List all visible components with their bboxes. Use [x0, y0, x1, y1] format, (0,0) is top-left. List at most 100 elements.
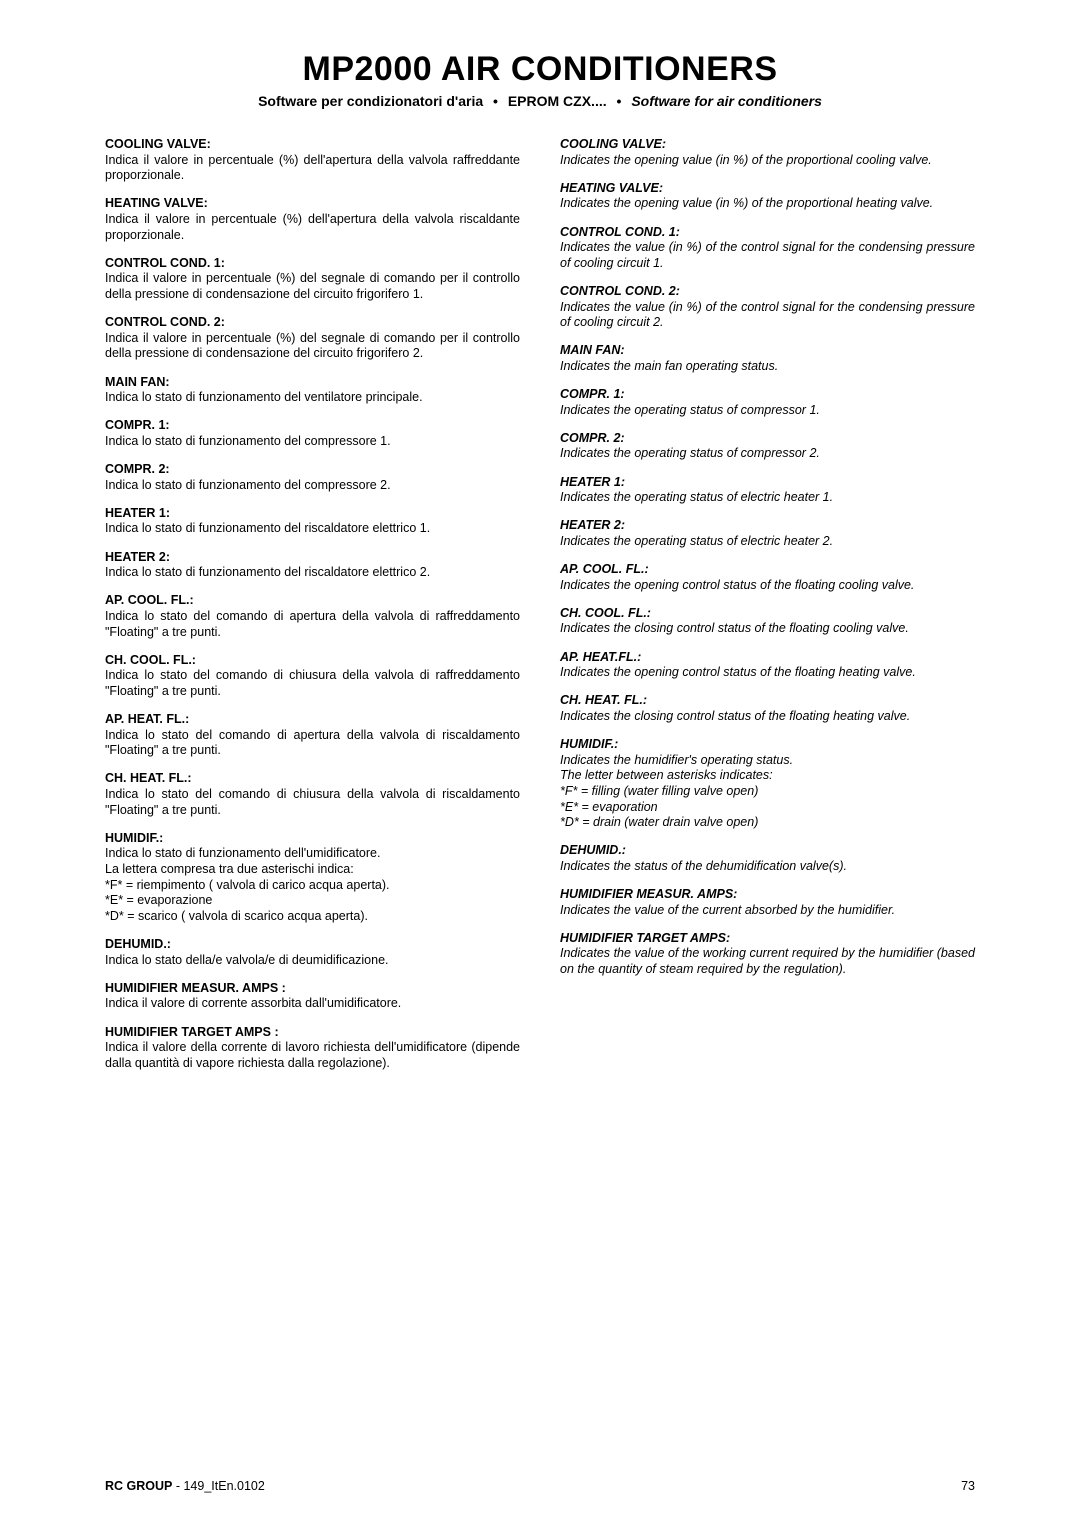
entry-body-line: Indica lo stato di funzionamento del ven…: [105, 390, 520, 406]
bullet-icon: •: [493, 93, 498, 109]
subtitle-english: Software for air conditioners: [631, 93, 822, 109]
entry: HUMIDIF.:Indica lo stato di funzionament…: [105, 831, 520, 925]
entry: CH. COOL. FL.:Indica lo stato del comand…: [105, 653, 520, 700]
entry-heading: DEHUMID.:: [560, 843, 975, 859]
entry-heading: HUMIDIF.:: [560, 737, 975, 753]
entry-heading: CH. HEAT. FL.:: [560, 693, 975, 709]
entry-body-line: Indicates the humidifier's operating sta…: [560, 753, 975, 769]
entry: COMPR. 2:Indica lo stato di funzionament…: [105, 462, 520, 493]
entry-body-line: Indicates the operating status of electr…: [560, 534, 975, 550]
entry: CONTROL COND. 1:Indicates the value (in …: [560, 225, 975, 272]
entry-body-line: Indicates the opening value (in %) of th…: [560, 196, 975, 212]
entry-heading: MAIN FAN:: [105, 375, 520, 391]
entry-heading: MAIN FAN:: [560, 343, 975, 359]
entry-body-line: *E* = evaporation: [560, 800, 975, 816]
entry-body-line: Indicates the operating status of compre…: [560, 403, 975, 419]
entry-heading: COMPR. 1:: [560, 387, 975, 403]
entry-heading: HUMIDIFIER TARGET AMPS :: [105, 1025, 520, 1041]
entry: DEHUMID.:Indicates the status of the deh…: [560, 843, 975, 874]
entry-heading: HEATER 1:: [560, 475, 975, 491]
footer-page-number: 73: [961, 1479, 975, 1493]
page-subtitle: Software per condizionatori d'aria • EPR…: [105, 93, 975, 109]
entry-body-line: Indicates the value of the working curre…: [560, 946, 975, 977]
column-italian: COOLING VALVE: Indica il valore in percen…: [105, 137, 520, 1084]
entry-heading: AP. HEAT.FL.:: [560, 650, 975, 666]
entry-body-line: Indicates the closing control status of …: [560, 709, 975, 725]
entry: AP. COOL. FL.:Indicates the opening cont…: [560, 562, 975, 593]
entry-body-line: Indicates the main fan operating status.: [560, 359, 975, 375]
entry-heading: CONTROL COND. 1:: [560, 225, 975, 241]
entry-heading: COOLING VALVE:: [105, 137, 520, 153]
entry-body-line: Indicates the operating status of compre…: [560, 446, 975, 462]
footer-ref-rest: - 149_ItEn.0102: [172, 1479, 264, 1493]
entry-heading: HUMIDIFIER MEASUR. AMPS :: [105, 981, 520, 997]
entry-body-line: Indica il valore in percentuale (%) del …: [105, 331, 520, 362]
entry-body-line: *D* = scarico ( valvola di scarico acqua…: [105, 909, 520, 925]
entry-heading: CH. HEAT. FL.:: [105, 771, 520, 787]
entry: HEATER 2:Indicates the operating status …: [560, 518, 975, 549]
bullet-icon: •: [617, 93, 622, 109]
entry: CH. COOL. FL.:Indicates the closing cont…: [560, 606, 975, 637]
page-header: MP2000 AIR CONDITIONERS Software per con…: [105, 50, 975, 109]
entry-body-line: Indica lo stato della/e valvola/e di deu…: [105, 953, 520, 969]
entry-body-line: Indica lo stato di funzionamento del com…: [105, 478, 520, 494]
entry: CONTROL COND. 2:Indica il valore in perc…: [105, 315, 520, 362]
entry-body-line: Indicates the value of the current absor…: [560, 903, 975, 919]
entry-heading: DEHUMID.:: [105, 937, 520, 953]
footer-reference: RC GROUP - 149_ItEn.0102: [105, 1479, 265, 1493]
entry: CONTROL COND. 1:Indica il valore in perc…: [105, 256, 520, 303]
entry-body-line: Indica il valore in percentuale (%) dell…: [105, 212, 520, 243]
entry-body-line: Indica lo stato del comando di chiusura …: [105, 668, 520, 699]
entry: MAIN FAN:Indicates the main fan operatin…: [560, 343, 975, 374]
entry-body-line: *F* = filling (water filling valve open): [560, 784, 975, 800]
entry-heading: AP. COOL. FL.:: [105, 593, 520, 609]
entry-body-line: Indicates the value (in %) of the contro…: [560, 300, 975, 331]
entry-body-line: Indicates the opening value (in %) of th…: [560, 153, 975, 169]
entry-body-line: *F* = riempimento ( valvola di carico ac…: [105, 878, 520, 894]
entry: CH. HEAT. FL.:Indica lo stato del comand…: [105, 771, 520, 818]
entry-body-line: Indica lo stato di funzionamento del com…: [105, 434, 520, 450]
entry-heading: CH. COOL. FL.:: [105, 653, 520, 669]
entry: HUMIDIFIER MEASUR. AMPS :Indica il valor…: [105, 981, 520, 1012]
entry: HUMIDIFIER TARGET AMPS :Indica il valore…: [105, 1025, 520, 1072]
entry-body-line: Indica lo stato del comando di apertura …: [105, 728, 520, 759]
entry: COMPR. 1:Indicates the operating status …: [560, 387, 975, 418]
column-english: COOLING VALVE:Indicates the opening valu…: [560, 137, 975, 1084]
entry: MAIN FAN:Indica lo stato di funzionament…: [105, 375, 520, 406]
entry-heading: CH. COOL. FL.:: [560, 606, 975, 622]
entry: AP. HEAT. FL.:Indica lo stato del comand…: [105, 712, 520, 759]
footer-ref-bold: RC GROUP: [105, 1479, 172, 1493]
entry-heading: HUMIDIF.:: [105, 831, 520, 847]
content-columns: COOLING VALVE: Indica il valore in percen…: [105, 137, 975, 1084]
entry-heading: HEATER 1:: [105, 506, 520, 522]
entry-body-line: Indica lo stato del comando di chiusura …: [105, 787, 520, 818]
entry: HEATING VALVE:Indicates the opening valu…: [560, 181, 975, 212]
entry: HUMIDIF.:Indicates the humidifier's oper…: [560, 737, 975, 831]
entry-body-line: Indicates the opening control status of …: [560, 665, 975, 681]
entry-body-line: Indicates the closing control status of …: [560, 621, 975, 637]
entry-heading: CONTROL COND. 2:: [560, 284, 975, 300]
entry-heading: HEATING VALVE:: [560, 181, 975, 197]
entry-heading: HEATER 2:: [105, 550, 520, 566]
entry: AP. HEAT.FL.:Indicates the opening contr…: [560, 650, 975, 681]
entry: CONTROL COND. 2:Indicates the value (in …: [560, 284, 975, 331]
entry: HUMIDIFIER TARGET AMPS:Indicates the val…: [560, 931, 975, 978]
entry: HEATER 1:Indicates the operating status …: [560, 475, 975, 506]
entry-heading: COMPR. 2:: [105, 462, 520, 478]
entry-body-line: La lettera compresa tra due asterischi i…: [105, 862, 520, 878]
entry-heading: HEATER 2:: [560, 518, 975, 534]
entry-heading: CONTROL COND. 1:: [105, 256, 520, 272]
entry-body-line: Indica il valore della corrente di lavor…: [105, 1040, 520, 1071]
entry-body-line: The letter between asterisks indicates:: [560, 768, 975, 784]
entry: HEATING VALVE:Indica il valore in percen…: [105, 196, 520, 243]
entry-heading: HUMIDIFIER MEASUR. AMPS:: [560, 887, 975, 903]
entry-body-line: Indica lo stato del comando di apertura …: [105, 609, 520, 640]
entry-heading: COMPR. 1:: [105, 418, 520, 434]
entry-body-line: Indica il valore in percentuale (%) del …: [105, 271, 520, 302]
entry-heading: COMPR. 2:: [560, 431, 975, 447]
subtitle-mid: EPROM CZX....: [508, 93, 607, 109]
entry-body-line: Indicates the status of the dehumidifica…: [560, 859, 975, 875]
entry-body-line: Indica lo stato di funzionamento dell'um…: [105, 846, 520, 862]
entry: HUMIDIFIER MEASUR. AMPS:Indicates the va…: [560, 887, 975, 918]
entry-body-line: *E* = evaporazione: [105, 893, 520, 909]
